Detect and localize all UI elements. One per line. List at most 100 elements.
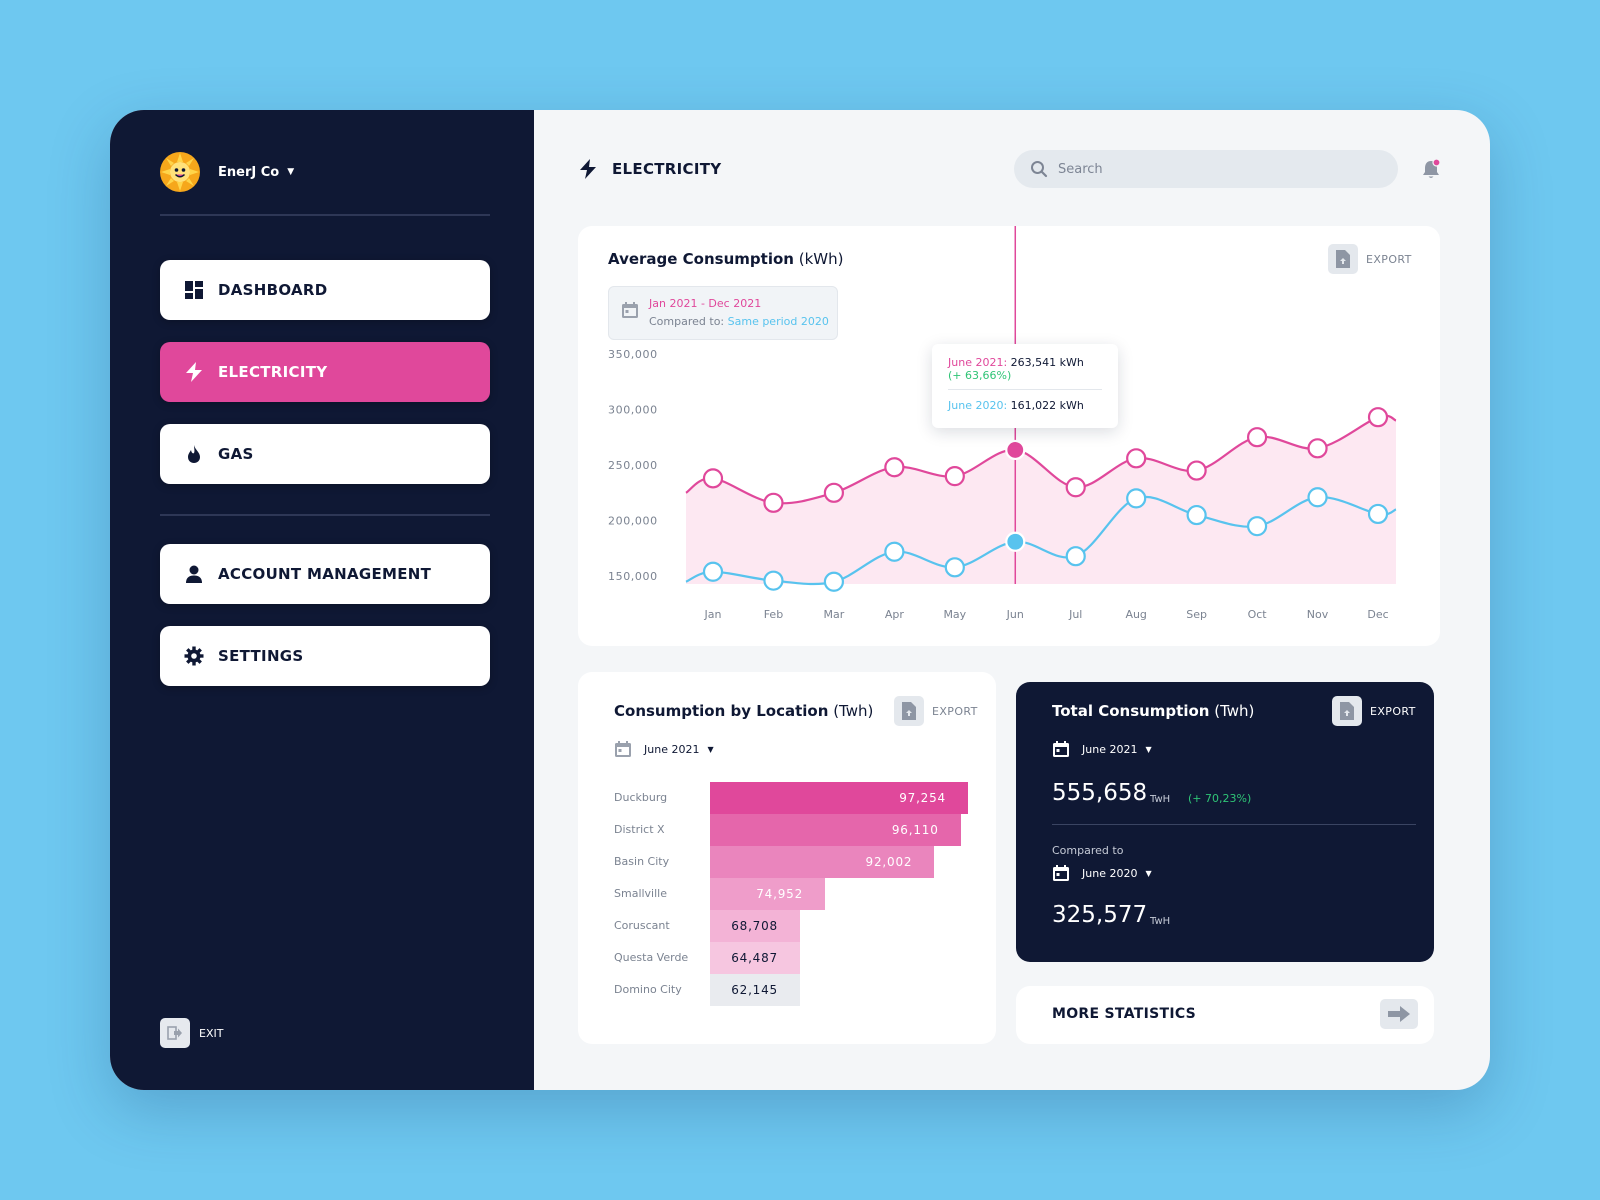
location-name: Domino City (614, 983, 682, 996)
compare-text: Compared to: Same period 2020 (649, 315, 837, 328)
total-period-dropdown[interactable]: June 2021 ▼ (1052, 740, 1152, 758)
compare-value: 325,577 (1052, 902, 1148, 928)
file-export-icon (1332, 696, 1362, 726)
data-point-2021 (702, 468, 724, 489)
data-point-2020 (1186, 504, 1207, 526)
location-card-title: Consumption by Location (Twh) (614, 702, 873, 720)
tooltip-change: (+ 63,66%) (948, 369, 1012, 382)
data-point-2021 (1065, 477, 1086, 498)
tooltip-divider (948, 389, 1102, 390)
file-export-icon (1328, 244, 1358, 274)
nav-gas[interactable]: GAS (160, 424, 490, 484)
total-unit: TwH (1150, 794, 1171, 805)
x-tick-label: Mar (824, 608, 845, 621)
x-tick-label: Dec (1367, 608, 1388, 621)
chevron-down-icon: ▼ (707, 744, 714, 754)
compare-period-dropdown[interactable]: June 2020 ▼ (1052, 864, 1152, 882)
data-point-2021 (1186, 460, 1207, 481)
card-title-bold: Consumption by Location (614, 702, 829, 720)
export-button[interactable]: EXPORT (1328, 244, 1412, 274)
nav-account-management[interactable]: ACCOUNT MANAGEMENT (160, 544, 490, 604)
compared-to-label: Compared to (1052, 844, 1124, 857)
nav-account-label: ACCOUNT MANAGEMENT (218, 565, 432, 583)
nav-electricity[interactable]: ELECTRICITY (160, 342, 490, 402)
search-bar[interactable] (1014, 150, 1398, 188)
gear-icon (184, 646, 204, 666)
location-name: Duckburg (614, 791, 668, 804)
total-period-value: June 2021 (1082, 742, 1138, 756)
exit-icon (160, 1018, 190, 1048)
main-content: ELECTRICITY Average Consumption (kWh) (534, 110, 1490, 1090)
data-point-2021 (884, 457, 905, 478)
location-name: Smallville (614, 887, 667, 900)
location-period-value: June 2021 (644, 742, 700, 756)
chevron-down-icon: ▼ (1145, 868, 1152, 878)
data-point-2021 (1126, 448, 1147, 469)
location-name: Coruscant (614, 919, 670, 932)
location-period-dropdown[interactable]: June 2021 ▼ (614, 740, 714, 758)
brand-switcher[interactable]: EnerJ Co ▼ (160, 152, 294, 192)
lightning-icon (580, 159, 596, 179)
nav-dashboard[interactable]: DASHBOARD (160, 260, 490, 320)
more-statistics-label: MORE STATISTICS (1052, 1006, 1197, 1022)
nav-settings[interactable]: SETTINGS (160, 626, 490, 686)
location-name: District X (614, 823, 665, 836)
consumption-by-location-card: Consumption by Location (Twh) EXPORT Jun… (578, 672, 996, 1044)
y-tick-label: 150,000 (608, 570, 658, 583)
data-point-2021 (1246, 427, 1268, 448)
export-button[interactable]: EXPORT (1332, 696, 1416, 726)
export-label: EXPORT (1366, 252, 1412, 266)
chevron-down-icon: ▼ (287, 167, 295, 177)
sun-logo-icon (160, 152, 200, 192)
total-value: 555,658 (1052, 780, 1148, 806)
compare-prefix: Compared to: (649, 315, 728, 328)
chevron-down-icon: ▼ (1145, 744, 1152, 754)
data-point-2021 (823, 482, 845, 503)
compare-period-link[interactable]: Same period 2020 (727, 315, 829, 328)
app-window: EnerJ Co ▼ DASHBOARD ELECTRICITY GAS (110, 110, 1490, 1090)
chart-tooltip: June 2021: 263,541 kWh (+ 63,66%) June 2… (932, 344, 1118, 428)
more-statistics-button[interactable]: MORE STATISTICS (1016, 986, 1434, 1044)
export-button[interactable]: EXPORT (894, 696, 978, 726)
card-title-unit: (Twh) (833, 702, 874, 720)
page-title: ELECTRICITY (578, 158, 721, 180)
location-name: Questa Verde (614, 951, 689, 964)
location-bar: 96,110 (710, 814, 961, 846)
y-tick-label: 200,000 (608, 515, 658, 528)
nav-dashboard-label: DASHBOARD (218, 281, 328, 299)
search-input[interactable] (1058, 161, 1358, 177)
compare-period-value: June 2020 (1082, 866, 1138, 880)
flame-icon (188, 445, 200, 463)
data-point-2021 (1367, 407, 1389, 428)
total-card-title: Total Consumption (Twh) (1052, 702, 1254, 720)
search-icon (1031, 161, 1048, 178)
lightning-icon (186, 362, 202, 382)
compare-unit: TwH (1150, 916, 1171, 927)
data-point-2020 (763, 570, 784, 591)
x-tick-label: Oct (1248, 608, 1268, 621)
data-point-2020 (823, 571, 845, 592)
location-bar: 64,487 (710, 942, 800, 974)
date-range-picker[interactable]: Jan 2021 - Dec 2021 Compared to: Same pe… (608, 286, 838, 340)
nav-settings-label: SETTINGS (218, 647, 304, 665)
x-tick-label: Aug (1125, 608, 1146, 621)
notification-bell-icon[interactable] (1420, 158, 1442, 180)
data-point-2020 (1005, 531, 1026, 552)
data-point-2020 (1126, 488, 1147, 509)
card-title-unit: (kWh) (798, 250, 844, 268)
data-point-2020 (944, 557, 965, 578)
date-range-text: Jan 2021 - Dec 2021 (649, 297, 762, 310)
data-point-2020 (1246, 516, 1268, 537)
average-consumption-card: Average Consumption (kWh) EXPORT Jan 202… (578, 226, 1440, 646)
export-label: EXPORT (932, 704, 978, 718)
calendar-icon (615, 741, 631, 757)
brand-name: EnerJ Co (218, 164, 280, 180)
total-consumption-card: Total Consumption (Twh) EXPORT June 2021… (1016, 682, 1434, 962)
location-name: Basin City (614, 855, 670, 868)
exit-button[interactable]: EXIT (160, 1018, 223, 1048)
divider (160, 214, 490, 216)
y-tick-label: 250,000 (608, 459, 658, 472)
x-tick-label: Jan (704, 608, 722, 621)
dashboard-icon (185, 281, 203, 299)
page-title-text: ELECTRICITY (612, 160, 722, 178)
